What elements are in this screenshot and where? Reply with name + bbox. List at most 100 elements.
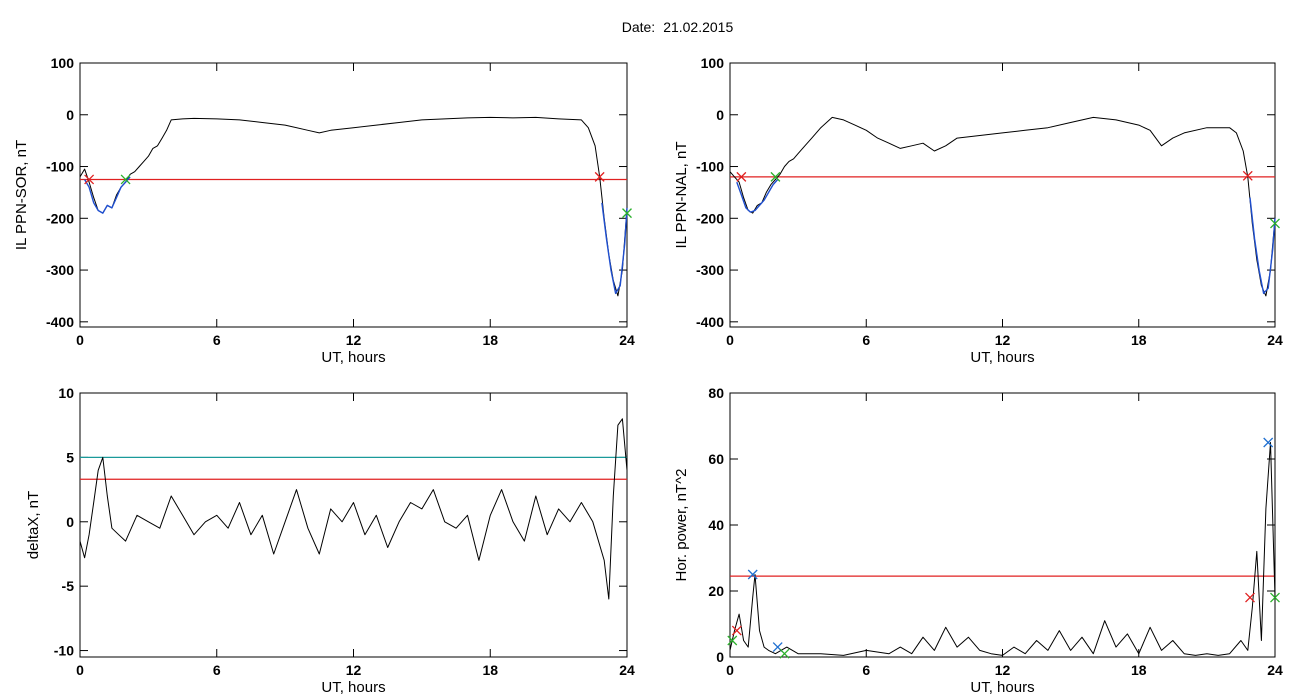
- cross-marker: [1270, 592, 1280, 603]
- x-tick-label: 24: [619, 662, 635, 678]
- x-axis-label: UT, hours: [321, 679, 385, 696]
- cross-marker: [1245, 592, 1255, 603]
- y-axis-label: deltaX, nT: [25, 491, 42, 559]
- cross-marker: [120, 174, 131, 185]
- series-line: [736, 179, 779, 213]
- cross-stroke: [84, 174, 95, 185]
- y-tick-label: -200: [696, 210, 724, 226]
- cross-stroke: [747, 569, 758, 580]
- plot-frame: [79, 62, 628, 328]
- y-tick-label: -5: [62, 578, 75, 594]
- x-tick-label: 24: [619, 332, 635, 348]
- cross-stroke: [1270, 592, 1280, 603]
- cross-stroke: [1242, 170, 1253, 181]
- cross-marker: [736, 171, 747, 182]
- x-tick-label: 12: [995, 332, 1011, 348]
- cross-marker: [727, 635, 738, 646]
- y-tick-label: -400: [46, 314, 74, 330]
- plot-frame: [729, 62, 1276, 328]
- cross-stroke: [594, 171, 605, 182]
- y-tick-label: -100: [696, 159, 724, 175]
- chart-panel-4: 0 6 12 18 24 80 60 40 20 0 UT, hours Hor. power, nT…: [673, 385, 1283, 696]
- y-tick-label: 0: [716, 107, 724, 123]
- chart-panel-3: 0 6 12 18 24 10 5 0 -5 -10 UT, hours deltaX, nT: [25, 385, 635, 696]
- y-tick-label: -400: [696, 314, 724, 330]
- y-tick-label: 20: [708, 583, 724, 599]
- cross-stroke: [1245, 592, 1255, 603]
- cross-stroke: [779, 648, 790, 659]
- cross-marker: [731, 625, 742, 636]
- cross-stroke: [770, 171, 781, 182]
- y-tick-label: -300: [696, 262, 724, 278]
- cross-stroke: [727, 635, 738, 646]
- y-tick-label: 10: [58, 385, 74, 401]
- y-axis-label: Hor. power, nT^2: [673, 469, 690, 582]
- cross-stroke: [622, 208, 632, 219]
- x-tick-label: 0: [726, 332, 734, 348]
- cross-marker: [622, 208, 632, 219]
- x-tick-label: 6: [862, 332, 870, 348]
- date-value: 21.02.2015: [663, 19, 734, 35]
- series-line: [729, 442, 1276, 656]
- cross-marker: [594, 171, 605, 182]
- cross-marker: [1270, 218, 1280, 229]
- y-tick-label: -10: [54, 643, 74, 659]
- series-line: [729, 116, 1276, 297]
- y-tick-label: -300: [46, 262, 74, 278]
- y-tick-label: 100: [701, 55, 725, 71]
- cross-stroke: [772, 642, 783, 653]
- cross-stroke: [120, 174, 131, 185]
- x-tick-label: 0: [76, 332, 84, 348]
- x-tick-label: 18: [1131, 662, 1147, 678]
- cross-marker: [1242, 170, 1253, 181]
- x-tick-label: 18: [1131, 332, 1147, 348]
- y-tick-label: -200: [46, 210, 74, 226]
- x-axis-label: UT, hours: [970, 679, 1034, 696]
- x-tick-label: 12: [346, 662, 362, 678]
- y-tick-label: 5: [66, 449, 74, 465]
- x-tick-label: 18: [482, 332, 498, 348]
- x-tick-label: 12: [995, 662, 1011, 678]
- x-tick-label: 24: [1267, 662, 1283, 678]
- y-axis-label: IL PPN-NAL, nT: [673, 142, 690, 249]
- series-line: [1249, 197, 1276, 295]
- y-tick-label: 60: [708, 451, 724, 467]
- cross-stroke: [736, 171, 747, 182]
- x-tick-label: 24: [1267, 332, 1283, 348]
- series-line: [79, 116, 628, 297]
- x-tick-label: 6: [213, 662, 221, 678]
- cross-marker: [747, 569, 758, 580]
- chart-panel-1: 0 6 12 18 24 100 0 -100 -200 -300 -400 UT, hours IL …: [13, 55, 635, 366]
- y-tick-label: -100: [46, 159, 74, 175]
- series-line: [79, 418, 628, 600]
- cross-marker: [779, 648, 790, 659]
- x-tick-label: 12: [346, 332, 362, 348]
- x-tick-label: 6: [862, 662, 870, 678]
- y-axis-label: IL PPN-SOR, nT: [13, 140, 30, 250]
- cross-marker: [1263, 437, 1274, 448]
- plot-frame: [729, 392, 1276, 658]
- y-tick-label: 0: [66, 107, 74, 123]
- cross-marker: [84, 174, 95, 185]
- y-tick-label: 0: [716, 649, 724, 665]
- cross-stroke: [731, 625, 742, 636]
- y-tick-label: 40: [708, 517, 724, 533]
- x-tick-label: 6: [213, 332, 221, 348]
- cross-stroke: [1270, 218, 1280, 229]
- plot-frame: [79, 392, 628, 658]
- x-tick-label: 0: [76, 662, 84, 678]
- x-tick-label: 18: [482, 662, 498, 678]
- cross-marker: [770, 171, 781, 182]
- date-label: Date:: [621, 19, 656, 35]
- y-tick-label: 80: [708, 385, 724, 401]
- x-tick-label: 0: [726, 662, 734, 678]
- x-axis-label: UT, hours: [970, 349, 1034, 366]
- x-axis-label: UT, hours: [321, 349, 385, 366]
- cross-stroke: [1263, 437, 1274, 448]
- series-line: [83, 176, 131, 214]
- chart-panel-2: 0 6 12 18 24 100 0 -100 -200 -300 -400 UT, hours IL …: [673, 55, 1283, 366]
- y-tick-label: 0: [66, 514, 74, 530]
- series-line: [601, 202, 628, 295]
- page-title: Date: 21.02.2015: [0, 19, 1300, 35]
